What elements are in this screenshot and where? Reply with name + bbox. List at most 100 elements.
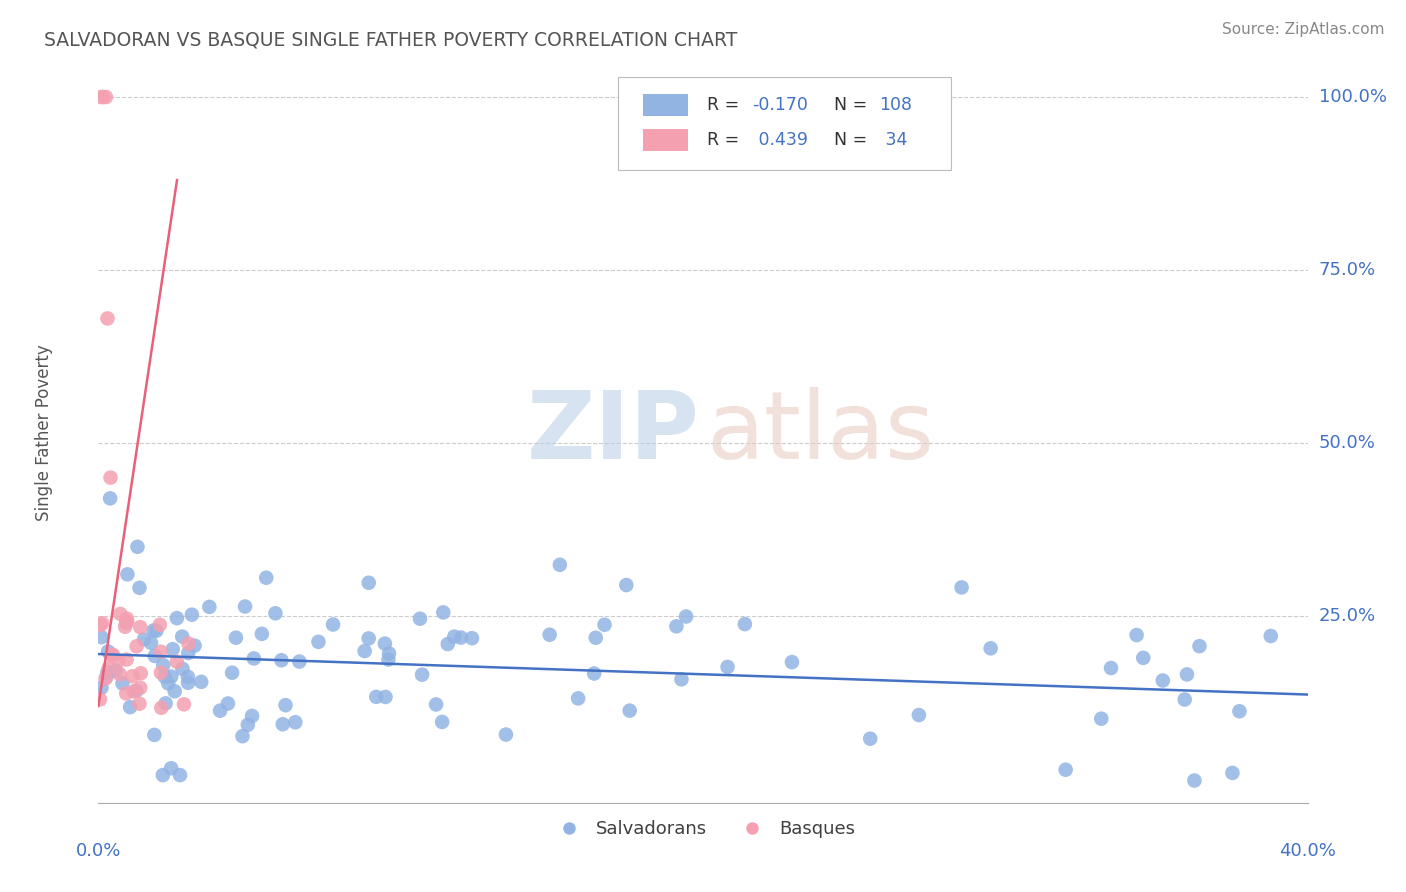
Point: [111, 676, 134, 690]
Point: [90, 90, 112, 104]
Point: [284, 715, 307, 730]
FancyBboxPatch shape: [643, 129, 689, 152]
Point: [254, 571, 277, 585]
Point: [162, 642, 184, 657]
Point: [89, 692, 111, 706]
Point: [128, 697, 150, 711]
Point: [107, 654, 129, 668]
Point: [115, 686, 138, 700]
Point: [908, 708, 931, 723]
Point: [127, 540, 149, 554]
Point: [264, 607, 287, 621]
Point: [357, 575, 380, 590]
Point: [221, 665, 243, 680]
Point: [1054, 763, 1077, 777]
Text: R =: R =: [707, 131, 744, 149]
Point: [125, 683, 148, 698]
Point: [149, 645, 172, 659]
Point: [173, 698, 195, 712]
Text: N =: N =: [834, 96, 872, 114]
Point: [177, 637, 200, 651]
Point: [91, 90, 114, 104]
Point: [425, 698, 447, 712]
Text: Single Father Poverty: Single Father Poverty: [35, 344, 53, 521]
Point: [143, 648, 166, 663]
Point: [120, 700, 142, 714]
Point: [97, 661, 120, 675]
Point: [91, 616, 114, 631]
Point: [593, 617, 616, 632]
Point: [1175, 667, 1198, 681]
Point: [411, 667, 433, 681]
Point: [177, 646, 200, 660]
Point: [166, 611, 188, 625]
Point: [104, 664, 127, 678]
Point: [270, 653, 292, 667]
Point: [209, 704, 232, 718]
Point: [129, 666, 152, 681]
Point: [859, 731, 882, 746]
Point: [378, 647, 401, 661]
Text: 25.0%: 25.0%: [1319, 607, 1376, 625]
Point: [1184, 773, 1206, 788]
Text: -0.170: -0.170: [752, 96, 808, 114]
Point: [142, 624, 165, 638]
Point: [198, 599, 221, 614]
Point: [240, 709, 263, 723]
Text: 0.439: 0.439: [752, 131, 807, 149]
Point: [671, 673, 693, 687]
Point: [288, 655, 311, 669]
Point: [139, 636, 162, 650]
Point: [160, 761, 183, 775]
Point: [110, 607, 132, 621]
Point: [1125, 628, 1147, 642]
Point: [101, 648, 124, 662]
Point: [129, 681, 152, 695]
Point: [538, 628, 561, 642]
Point: [357, 632, 380, 646]
Point: [90, 618, 112, 632]
Point: [619, 704, 641, 718]
Point: [115, 611, 138, 625]
Text: ZIP: ZIP: [526, 386, 699, 479]
Text: 34: 34: [880, 131, 907, 149]
Point: [166, 655, 188, 669]
Point: [94, 90, 117, 104]
Point: [225, 631, 247, 645]
Point: [129, 620, 152, 634]
Text: Source: ZipAtlas.com: Source: ZipAtlas.com: [1222, 22, 1385, 37]
Point: [169, 768, 191, 782]
Point: [1099, 661, 1122, 675]
Point: [436, 637, 458, 651]
Point: [122, 684, 145, 698]
Point: [307, 635, 329, 649]
Point: [108, 667, 131, 681]
Point: [374, 637, 396, 651]
Point: [172, 662, 194, 676]
Point: [430, 714, 453, 729]
Point: [443, 630, 465, 644]
Point: [217, 697, 239, 711]
Point: [121, 669, 143, 683]
Point: [97, 644, 120, 658]
Point: [114, 620, 136, 634]
FancyBboxPatch shape: [643, 95, 689, 117]
Point: [1174, 692, 1197, 706]
Point: [183, 639, 205, 653]
Text: SALVADORAN VS BASQUE SINGLE FATHER POVERTY CORRELATION CHART: SALVADORAN VS BASQUE SINGLE FATHER POVER…: [44, 30, 737, 50]
Point: [181, 607, 204, 622]
Point: [115, 615, 138, 630]
Point: [409, 612, 432, 626]
Point: [1090, 712, 1112, 726]
Point: [236, 718, 259, 732]
Point: [548, 558, 571, 572]
Point: [950, 581, 973, 595]
Point: [233, 599, 256, 614]
Point: [100, 470, 122, 484]
Point: [90, 681, 112, 695]
FancyBboxPatch shape: [619, 78, 950, 169]
Point: [614, 578, 637, 592]
Point: [125, 640, 148, 654]
Point: [152, 768, 174, 782]
Point: [117, 567, 139, 582]
